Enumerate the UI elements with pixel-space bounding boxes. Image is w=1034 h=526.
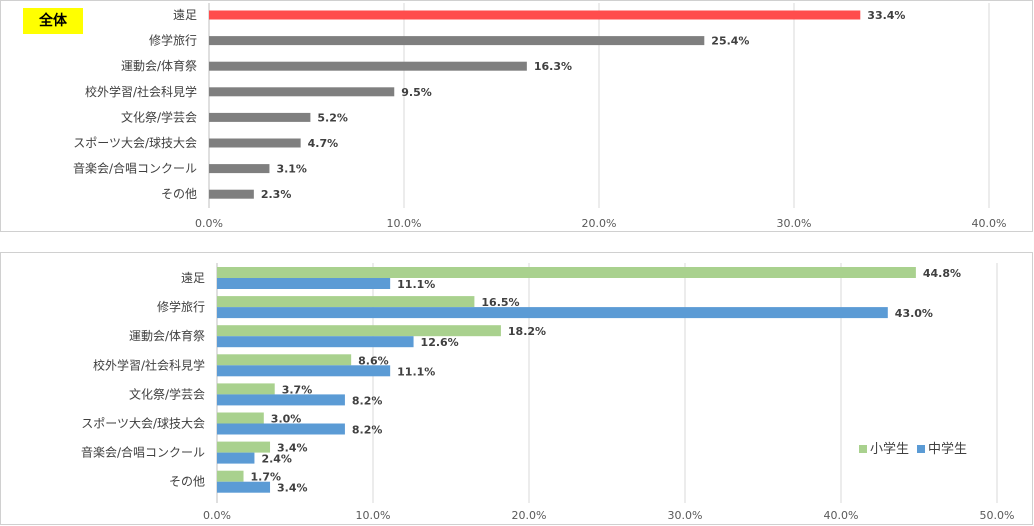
data-label: 9.5% bbox=[401, 86, 432, 99]
bar-junior-high bbox=[217, 336, 414, 348]
data-label: 3.0% bbox=[271, 413, 302, 426]
bar bbox=[209, 164, 270, 174]
overall-chart-panel: 全体 0.0% 10.0% 20.0% 30.0% 40.0% 遠足 33.4% 修学旅行 25… bbox=[0, 0, 1033, 232]
bar-elementary bbox=[217, 296, 475, 308]
data-label: 8.6% bbox=[358, 354, 389, 367]
x-tick-label: 20.0% bbox=[582, 217, 617, 230]
overall-bar-chart: 0.0% 10.0% 20.0% 30.0% 40.0% 遠足 33.4% 修学旅行 25.4%… bbox=[73, 3, 1007, 230]
data-label: 16.3% bbox=[534, 60, 572, 73]
category-label: その他 bbox=[169, 475, 205, 489]
data-label: 11.1% bbox=[397, 365, 435, 378]
bar-junior-high bbox=[217, 481, 271, 493]
category-label: 文化祭/学芸会 bbox=[129, 386, 205, 401]
category-label: 文化祭/学芸会 bbox=[121, 109, 197, 124]
category-label: 運動会/体育祭 bbox=[121, 58, 197, 73]
bar-elementary bbox=[217, 412, 264, 424]
bar-elementary bbox=[217, 325, 501, 337]
data-label: 3.7% bbox=[282, 383, 313, 396]
legend-swatch bbox=[917, 445, 925, 453]
bar bbox=[209, 138, 301, 148]
x-tick-label: 0.0% bbox=[195, 217, 223, 230]
bar-elementary bbox=[217, 383, 275, 395]
bar bbox=[209, 36, 705, 46]
x-tick-label: 10.0% bbox=[356, 509, 391, 522]
data-label: 5.2% bbox=[317, 111, 348, 124]
data-label: 2.4% bbox=[261, 453, 292, 466]
bar bbox=[209, 10, 861, 20]
bar-junior-high bbox=[217, 365, 391, 377]
data-label: 3.4% bbox=[277, 442, 308, 455]
legend-swatch bbox=[859, 445, 867, 453]
data-label: 4.7% bbox=[308, 137, 339, 150]
category-label: 音楽会/合唱コンクール bbox=[73, 161, 197, 176]
grade-comparison-chart-panel: 0.0% 10.0% 20.0% 30.0% 40.0% 50.0% 遠足 44.8% 11.1… bbox=[0, 252, 1033, 525]
bar bbox=[209, 189, 254, 199]
data-label: 8.2% bbox=[352, 424, 383, 437]
category-label: 運動会/体育祭 bbox=[129, 328, 205, 343]
category-label: 修学旅行 bbox=[149, 33, 197, 48]
category-label: スポーツ大会/球技大会 bbox=[81, 417, 205, 431]
x-tick-label: 20.0% bbox=[512, 509, 547, 522]
data-label: 3.1% bbox=[276, 163, 307, 176]
category-label: 遠足 bbox=[181, 271, 205, 285]
grade-comparison-bar-chart: 0.0% 10.0% 20.0% 30.0% 40.0% 50.0% 遠足 44.8% 11.1… bbox=[81, 263, 1015, 522]
category-label: 修学旅行 bbox=[157, 299, 205, 314]
bar-elementary bbox=[217, 267, 916, 278]
bar-junior-high bbox=[217, 278, 391, 289]
legend-label: 中学生 bbox=[928, 441, 967, 457]
data-label: 18.2% bbox=[508, 325, 546, 338]
bar-elementary bbox=[217, 470, 244, 482]
data-label: 25.4% bbox=[711, 35, 749, 48]
bar-elementary bbox=[217, 354, 352, 366]
category-label: 音楽会/合唱コンクール bbox=[81, 445, 205, 460]
data-label: 2.3% bbox=[261, 188, 292, 201]
data-label: 33.4% bbox=[867, 9, 905, 22]
x-tick-label: 30.0% bbox=[668, 509, 703, 522]
category-label: その他 bbox=[161, 187, 197, 201]
category-label: スポーツ大会/球技大会 bbox=[73, 136, 197, 150]
bar bbox=[209, 61, 527, 71]
bar-elementary bbox=[217, 441, 271, 453]
chart-title-badge: 全体 bbox=[23, 8, 83, 34]
data-label: 44.8% bbox=[923, 267, 961, 280]
category-label: 校外学習/社会科見学 bbox=[85, 84, 197, 99]
x-tick-label: 0.0% bbox=[203, 509, 231, 522]
data-label: 8.2% bbox=[352, 394, 383, 407]
x-tick-label: 40.0% bbox=[824, 509, 859, 522]
x-tick-label: 10.0% bbox=[387, 217, 422, 230]
x-tick-label: 40.0% bbox=[972, 217, 1007, 230]
bar-junior-high bbox=[217, 423, 345, 435]
x-tick-label: 50.0% bbox=[980, 509, 1015, 522]
data-label: 3.4% bbox=[277, 482, 308, 495]
bar bbox=[209, 87, 395, 97]
legend-label: 小学生 bbox=[870, 441, 909, 457]
category-label: 校外学習/社会科見学 bbox=[93, 357, 205, 372]
x-tick-label: 30.0% bbox=[777, 217, 812, 230]
data-label: 16.5% bbox=[481, 296, 519, 309]
bar-junior-high bbox=[217, 452, 255, 464]
bar-junior-high bbox=[217, 307, 888, 319]
data-label: 11.1% bbox=[397, 278, 435, 291]
category-label: 遠足 bbox=[173, 8, 197, 22]
data-label: 12.6% bbox=[421, 336, 459, 349]
data-label: 1.7% bbox=[251, 471, 282, 484]
bar bbox=[209, 112, 311, 122]
data-label: 43.0% bbox=[895, 307, 933, 320]
bar-junior-high bbox=[217, 394, 345, 406]
